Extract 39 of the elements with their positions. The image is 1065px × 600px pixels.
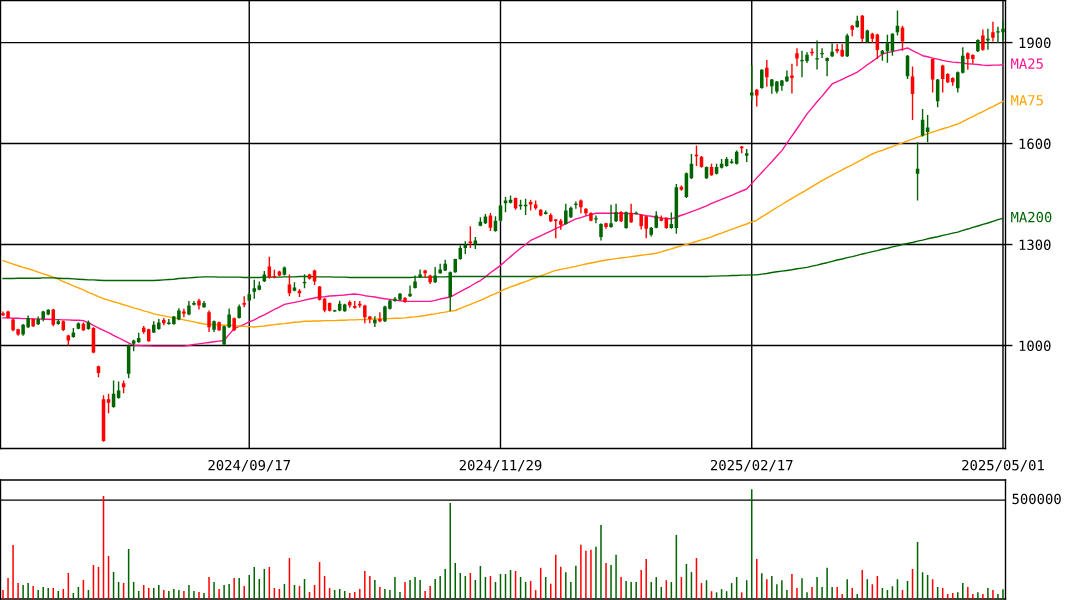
x-tick-label: 2024/09/17 xyxy=(208,459,290,472)
candlestick xyxy=(182,308,186,318)
text: 500000 xyxy=(1012,493,1061,505)
candlestick xyxy=(614,203,618,223)
x-tick-label: 2024/11/29 xyxy=(459,459,542,472)
series-label: MA200 xyxy=(1011,211,1052,223)
candlestick xyxy=(629,203,633,224)
y-tick-label: 1000 xyxy=(1019,340,1051,352)
candlestick xyxy=(207,309,211,333)
candlestick xyxy=(609,204,613,229)
candlestick xyxy=(900,25,905,52)
candlestick xyxy=(252,279,257,300)
candlestick xyxy=(373,315,377,328)
candlestick xyxy=(765,59,769,88)
candlestick xyxy=(418,268,422,279)
candlestick xyxy=(760,68,764,90)
candlestick xyxy=(991,21,995,43)
candlestick xyxy=(267,255,272,280)
candlestick xyxy=(594,214,598,225)
candlestick xyxy=(986,28,990,51)
y-tick-label: 1600 xyxy=(1019,138,1051,150)
candlestick xyxy=(795,47,799,67)
x-tick-label: 2025/02/17 xyxy=(710,459,793,472)
candlestick xyxy=(845,33,849,58)
candlestick xyxy=(468,225,473,249)
series-label: MA25 xyxy=(1011,58,1043,69)
series-label: MA75 xyxy=(1011,95,1043,106)
candlestick xyxy=(368,315,372,324)
candlestick xyxy=(378,311,382,323)
candlestick xyxy=(790,63,794,95)
candlestick xyxy=(423,269,427,279)
candlestick xyxy=(106,392,111,414)
y-tick-label: 1900 xyxy=(1019,37,1051,49)
candlestick xyxy=(825,56,829,77)
y-tick-label: 1300 xyxy=(1019,239,1051,251)
candlestick xyxy=(830,42,834,58)
candlestick xyxy=(815,39,819,71)
x-tick-label: 2025/05/01 xyxy=(962,459,1044,472)
candlestick xyxy=(981,28,985,52)
